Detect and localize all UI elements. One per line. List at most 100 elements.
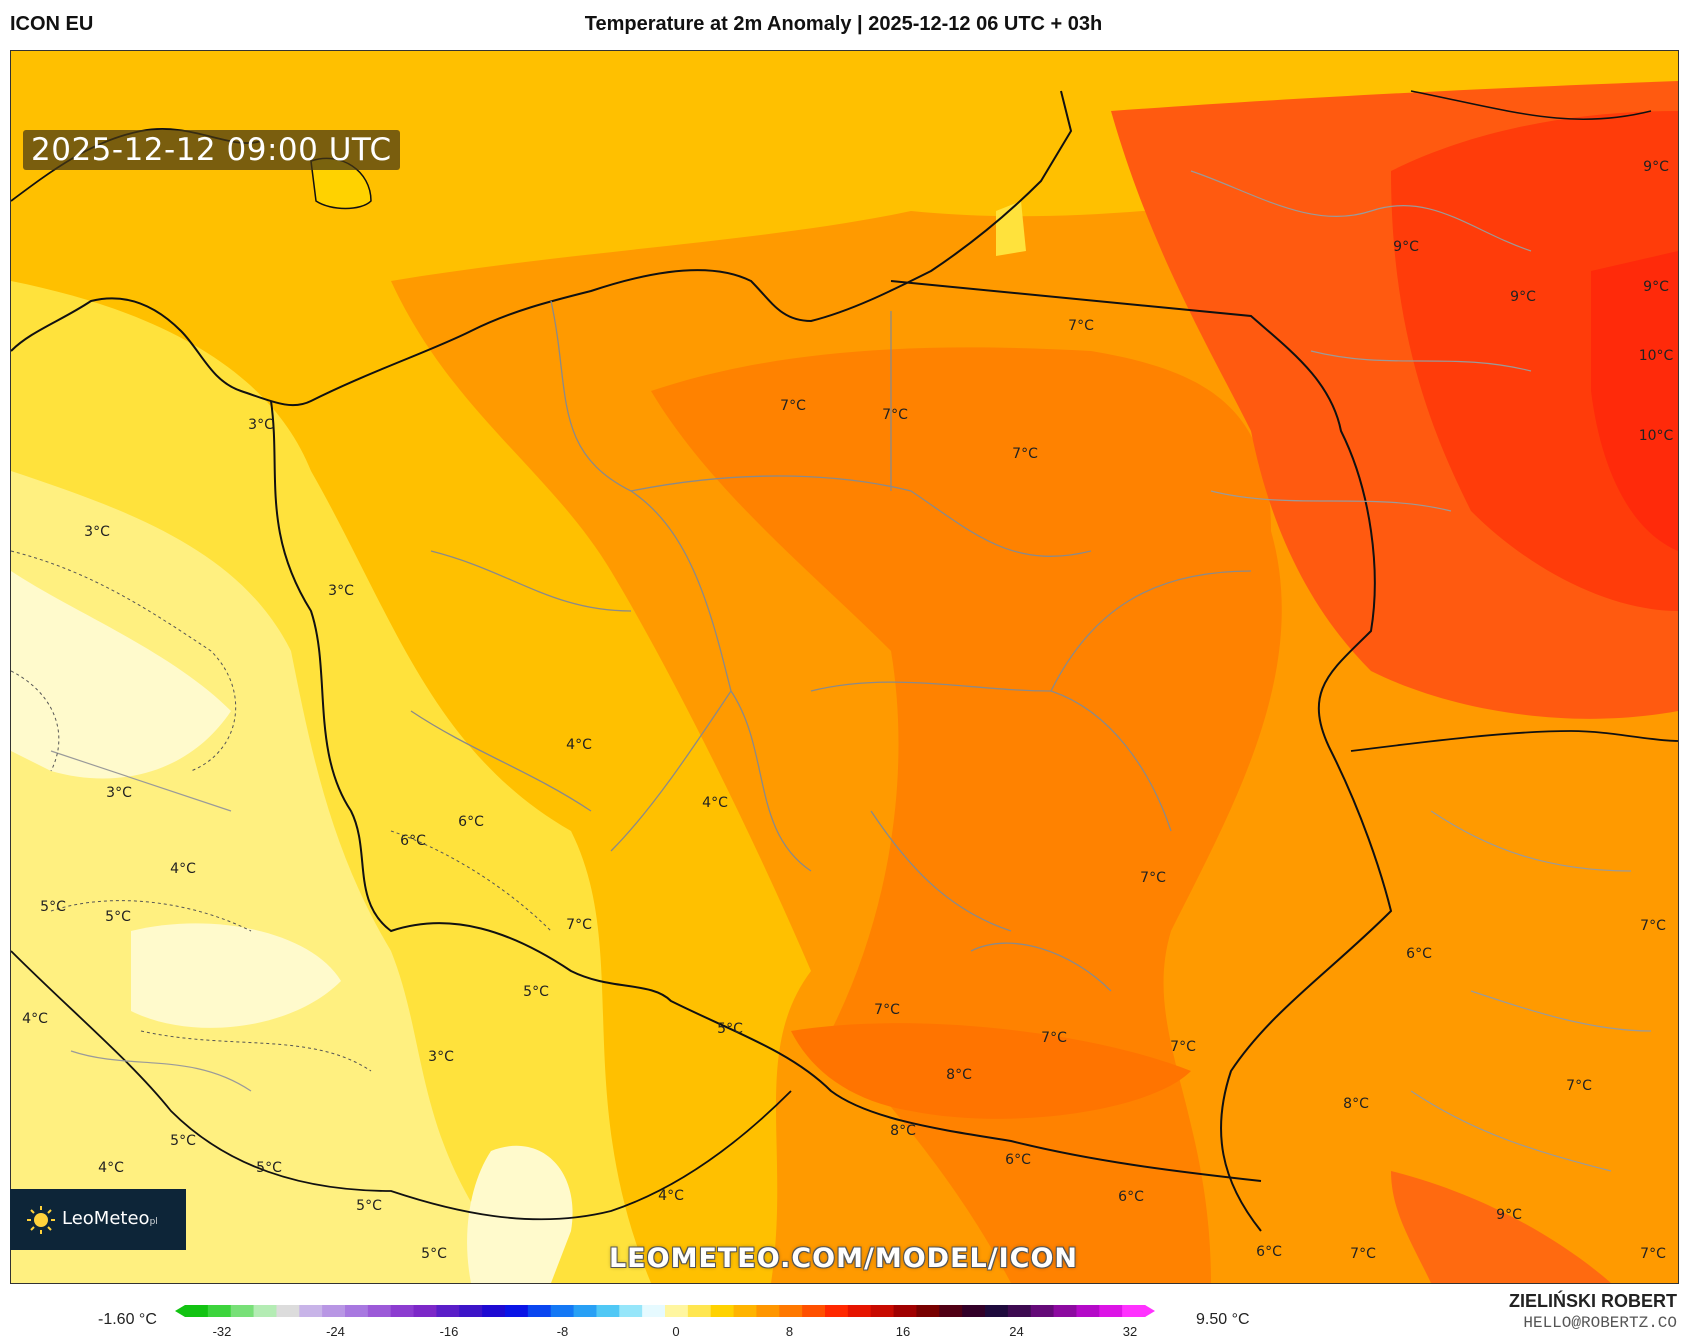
color-scale-step bbox=[1007, 1305, 1032, 1317]
color-scale-step bbox=[985, 1305, 1009, 1317]
color-scale-tick: -16 bbox=[439, 1324, 459, 1339]
isotherm-label: 4°C bbox=[702, 795, 728, 811]
color-scale-step bbox=[207, 1305, 232, 1317]
color-scale-step bbox=[230, 1305, 255, 1317]
isotherm-label: 7°C bbox=[566, 917, 592, 933]
isotherm-label: 9°C bbox=[1643, 279, 1669, 295]
color-scale-step bbox=[962, 1305, 986, 1317]
isotherm-label: 5°C bbox=[356, 1198, 382, 1214]
color-scale-step bbox=[1053, 1305, 1077, 1317]
isotherm-label: 5°C bbox=[717, 1021, 743, 1037]
isotherm-label: 4°C bbox=[658, 1188, 684, 1204]
isotherm-label: 6°C bbox=[1256, 1244, 1282, 1260]
isotherm-label: 8°C bbox=[946, 1067, 972, 1083]
leometeo-logo[interactable]: LeoMeteopl bbox=[10, 1189, 186, 1250]
logo-wordmark: LeoMeteo bbox=[62, 1208, 150, 1229]
isotherm-label: 6°C bbox=[458, 814, 484, 830]
color-scale-step bbox=[482, 1305, 506, 1317]
color-scale-step bbox=[665, 1305, 689, 1317]
isotherm-label: 6°C bbox=[1005, 1152, 1031, 1168]
color-scale-step bbox=[276, 1305, 300, 1317]
color-scale-step bbox=[642, 1305, 666, 1317]
color-scale-step bbox=[185, 1305, 209, 1317]
header: ICON EU Temperature at 2m Anomaly | 2025… bbox=[0, 0, 1687, 50]
anomaly-field-near-zero-3 bbox=[467, 1145, 573, 1283]
isotherm-label: 7°C bbox=[1170, 1039, 1196, 1055]
sun-icon bbox=[27, 1206, 55, 1234]
isotherm-label: 7°C bbox=[1012, 446, 1038, 462]
color-scale-step bbox=[345, 1305, 369, 1317]
isotherm-label: 7°C bbox=[1140, 870, 1166, 886]
color-scale-step bbox=[573, 1305, 597, 1317]
isotherm-labels: 3°C 3°C 3°C 3°C 4°C 4°C 4°C 4°C 4°C 4°C 5°C 5°C 5°C 5… bbox=[22, 159, 1673, 1262]
color-scale-tick: -8 bbox=[556, 1324, 569, 1339]
color-scale-max-arrow bbox=[1145, 1305, 1155, 1317]
anomaly-field-peak bbox=[1591, 251, 1678, 551]
isotherm-label: 7°C bbox=[874, 1002, 900, 1018]
color-scale-step bbox=[710, 1305, 735, 1317]
isotherm-label: 5°C bbox=[523, 984, 549, 1000]
anomaly-field-near-zero-2 bbox=[131, 923, 341, 1028]
border-czech-austria bbox=[11, 950, 792, 1221]
isotherm-label: 3°C bbox=[248, 417, 274, 433]
color-scale-step bbox=[756, 1305, 780, 1317]
isotherm-label: 6°C bbox=[400, 833, 426, 849]
color-scale-step bbox=[1122, 1305, 1146, 1317]
isotherm-label: 6°C bbox=[1118, 1189, 1144, 1205]
isotherm-label: 5°C bbox=[170, 1133, 196, 1149]
color-scale-step bbox=[367, 1305, 392, 1317]
isotherm-label: 3°C bbox=[84, 524, 110, 540]
anomaly-field-near-zero bbox=[11, 571, 231, 779]
color-scale-step bbox=[459, 1305, 483, 1317]
color-scale-tick: 32 bbox=[1122, 1324, 1138, 1339]
color-scale-step bbox=[413, 1305, 437, 1317]
author-name: ZIELIŃSKI ROBERT bbox=[1508, 1291, 1677, 1311]
isotherm-label: 7°C bbox=[1640, 918, 1666, 934]
color-scale-step bbox=[299, 1305, 323, 1317]
anomaly-field-warmer bbox=[651, 347, 1282, 1283]
color-scale-tick: 0 bbox=[672, 1324, 680, 1339]
color-scale-step bbox=[893, 1305, 917, 1317]
author-email: HELLO@ROBERTZ.CO bbox=[1523, 1314, 1677, 1332]
isotherm-label: 7°C bbox=[1350, 1246, 1376, 1262]
color-scale-step bbox=[390, 1305, 415, 1317]
watermark-url: LEOMETEO.COM/MODEL/ICON bbox=[608, 1243, 1079, 1274]
isotherm-label: 7°C bbox=[1041, 1030, 1067, 1046]
color-scale-tick: -24 bbox=[326, 1324, 345, 1339]
temperature-anomaly-map: 3°C 3°C 3°C 3°C 4°C 4°C 4°C 4°C 4°C 4°C 5°C 5°C 5°C 5… bbox=[11, 51, 1678, 1283]
color-scale-step bbox=[733, 1305, 757, 1317]
color-scale-step bbox=[550, 1305, 575, 1317]
logo-text: LeoMeteopl bbox=[62, 1208, 158, 1229]
map-canvas[interactable]: 3°C 3°C 3°C 3°C 4°C 4°C 4°C 4°C 4°C 4°C 5°C 5°C 5°C 5… bbox=[10, 50, 1679, 1284]
color-scale-step bbox=[847, 1305, 872, 1317]
color-scale-step bbox=[825, 1305, 849, 1317]
isotherm-label: 9°C bbox=[1393, 239, 1419, 255]
isotherm-label: 7°C bbox=[882, 407, 908, 423]
color-scale-step bbox=[870, 1305, 895, 1317]
color-scale-step bbox=[596, 1305, 620, 1317]
color-scale-step bbox=[527, 1305, 552, 1317]
isotherm-label: 5°C bbox=[421, 1246, 447, 1262]
anomaly-field-mountain-warm bbox=[791, 1023, 1191, 1119]
isotherm-label: 5°C bbox=[40, 899, 66, 915]
color-scale-tick: 8 bbox=[785, 1324, 794, 1339]
model-name: ICON EU bbox=[10, 13, 94, 35]
isotherm-label: 7°C bbox=[1640, 1246, 1666, 1262]
isotherm-label: 3°C bbox=[106, 785, 132, 801]
map-title: Temperature at 2m Anomaly | 2025-12-12 0… bbox=[584, 13, 1103, 35]
isotherm-label: 7°C bbox=[1068, 318, 1094, 334]
isotherm-label: 4°C bbox=[98, 1160, 124, 1176]
regional-borders bbox=[410, 300, 1252, 992]
isotherm-label: 4°C bbox=[566, 737, 592, 753]
color-scale-tick: -32 bbox=[212, 1324, 232, 1339]
color-scale-tick: 16 bbox=[895, 1324, 911, 1339]
color-scale-step bbox=[619, 1305, 643, 1317]
border-north-east bbox=[1410, 90, 1652, 121]
anomaly-field-hottest bbox=[1391, 111, 1678, 611]
isotherm-label: 10°C bbox=[1639, 428, 1674, 444]
isotherm-label: 3°C bbox=[328, 583, 354, 599]
regional-borders-neighbours bbox=[50, 170, 1652, 1172]
isotherm-label: 4°C bbox=[22, 1011, 48, 1027]
isotherm-label: 6°C bbox=[1406, 946, 1432, 962]
contour-lines bbox=[11, 550, 552, 1072]
